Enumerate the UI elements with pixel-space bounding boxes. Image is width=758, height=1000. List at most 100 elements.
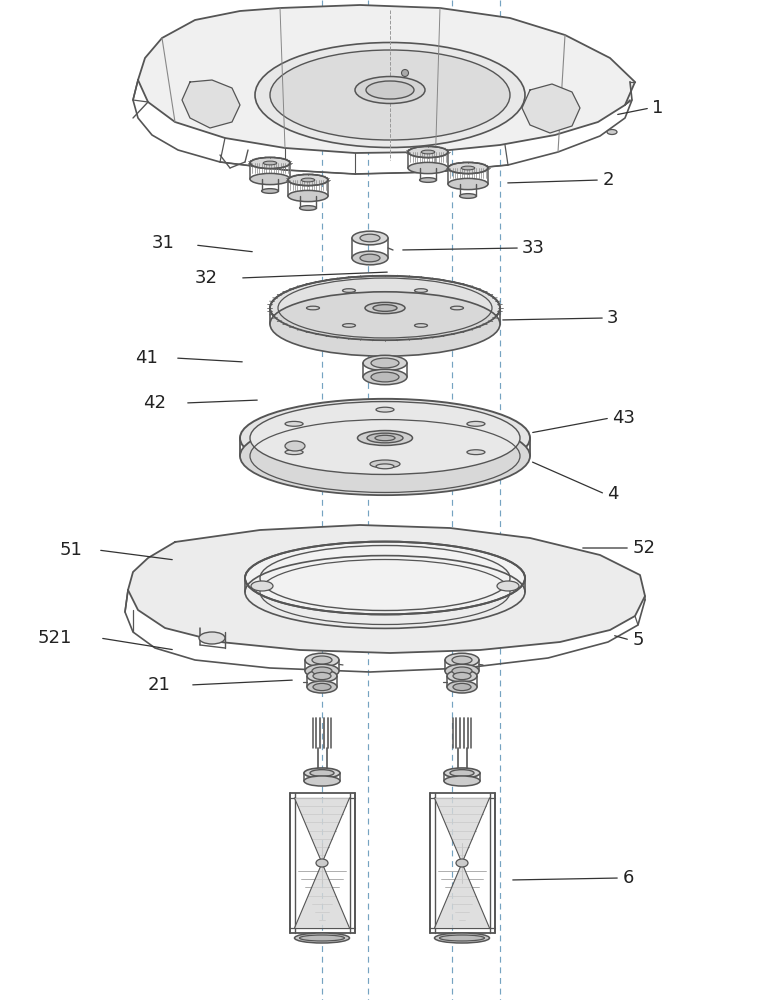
Ellipse shape [343, 289, 356, 292]
Ellipse shape [295, 933, 349, 943]
Ellipse shape [370, 460, 400, 468]
Ellipse shape [367, 433, 403, 443]
Ellipse shape [408, 162, 448, 174]
Ellipse shape [415, 324, 428, 327]
Text: 31: 31 [152, 234, 175, 252]
Ellipse shape [305, 664, 339, 678]
Ellipse shape [444, 776, 480, 786]
Ellipse shape [462, 166, 475, 170]
Ellipse shape [285, 441, 305, 451]
Ellipse shape [447, 670, 477, 682]
Ellipse shape [408, 146, 448, 158]
Ellipse shape [376, 464, 394, 469]
Ellipse shape [445, 653, 479, 667]
Polygon shape [434, 798, 490, 863]
Text: 32: 32 [195, 269, 218, 287]
Text: 42: 42 [143, 394, 166, 412]
Ellipse shape [307, 681, 337, 693]
Ellipse shape [255, 42, 525, 147]
Ellipse shape [363, 355, 407, 371]
Ellipse shape [452, 656, 472, 664]
Polygon shape [138, 5, 635, 153]
Ellipse shape [250, 402, 520, 474]
Text: 5: 5 [633, 631, 644, 649]
Ellipse shape [497, 581, 519, 591]
Text: 33: 33 [522, 239, 545, 257]
Ellipse shape [376, 407, 394, 412]
Ellipse shape [467, 450, 485, 455]
Text: 1: 1 [652, 99, 663, 117]
Ellipse shape [450, 306, 463, 310]
Text: 6: 6 [623, 869, 634, 887]
Ellipse shape [360, 254, 380, 262]
Ellipse shape [371, 372, 399, 382]
Ellipse shape [448, 178, 488, 190]
Ellipse shape [306, 306, 320, 310]
Ellipse shape [199, 632, 225, 644]
Ellipse shape [270, 276, 500, 340]
Ellipse shape [343, 324, 356, 327]
Polygon shape [434, 863, 490, 928]
Text: 41: 41 [135, 349, 158, 367]
Ellipse shape [447, 681, 477, 693]
Ellipse shape [453, 672, 471, 680]
Ellipse shape [355, 77, 425, 104]
Ellipse shape [263, 161, 277, 165]
Ellipse shape [288, 190, 328, 202]
Ellipse shape [316, 859, 328, 867]
Ellipse shape [301, 178, 315, 182]
Ellipse shape [250, 173, 290, 185]
Ellipse shape [402, 70, 409, 77]
Ellipse shape [452, 667, 472, 675]
Ellipse shape [448, 162, 488, 174]
Polygon shape [295, 863, 349, 928]
Ellipse shape [444, 768, 480, 778]
Text: 2: 2 [603, 171, 615, 189]
Ellipse shape [445, 664, 479, 678]
Ellipse shape [299, 206, 316, 210]
Ellipse shape [440, 935, 484, 941]
Ellipse shape [240, 417, 530, 495]
Ellipse shape [365, 302, 405, 314]
Ellipse shape [459, 194, 476, 198]
Ellipse shape [262, 189, 278, 193]
Text: 3: 3 [607, 309, 619, 327]
Ellipse shape [304, 776, 340, 786]
Text: 52: 52 [633, 539, 656, 557]
Ellipse shape [363, 369, 407, 385]
Ellipse shape [607, 129, 617, 134]
Ellipse shape [288, 174, 328, 186]
Ellipse shape [310, 770, 334, 776]
Polygon shape [295, 798, 349, 863]
Ellipse shape [245, 542, 525, 614]
Ellipse shape [313, 672, 331, 680]
Ellipse shape [285, 450, 303, 455]
Ellipse shape [358, 431, 412, 445]
Text: 4: 4 [607, 485, 619, 503]
Ellipse shape [456, 859, 468, 867]
Ellipse shape [421, 150, 435, 154]
Ellipse shape [305, 653, 339, 667]
Ellipse shape [313, 683, 331, 691]
Text: 21: 21 [148, 676, 171, 694]
Ellipse shape [299, 935, 344, 941]
Ellipse shape [415, 289, 428, 292]
Ellipse shape [304, 768, 340, 778]
Ellipse shape [352, 251, 388, 265]
Ellipse shape [375, 435, 395, 441]
Ellipse shape [467, 421, 485, 426]
Ellipse shape [285, 421, 303, 426]
Polygon shape [128, 525, 645, 653]
Polygon shape [182, 80, 240, 128]
Ellipse shape [250, 157, 290, 169]
Ellipse shape [312, 656, 332, 664]
Ellipse shape [360, 234, 380, 242]
Ellipse shape [240, 399, 530, 477]
Ellipse shape [307, 670, 337, 682]
Ellipse shape [352, 231, 388, 245]
Ellipse shape [450, 770, 474, 776]
Polygon shape [522, 84, 580, 133]
Ellipse shape [434, 933, 490, 943]
Ellipse shape [366, 81, 414, 99]
Ellipse shape [251, 581, 273, 591]
